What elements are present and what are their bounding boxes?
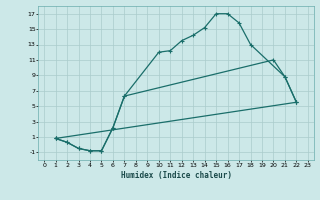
X-axis label: Humidex (Indice chaleur): Humidex (Indice chaleur)	[121, 171, 231, 180]
